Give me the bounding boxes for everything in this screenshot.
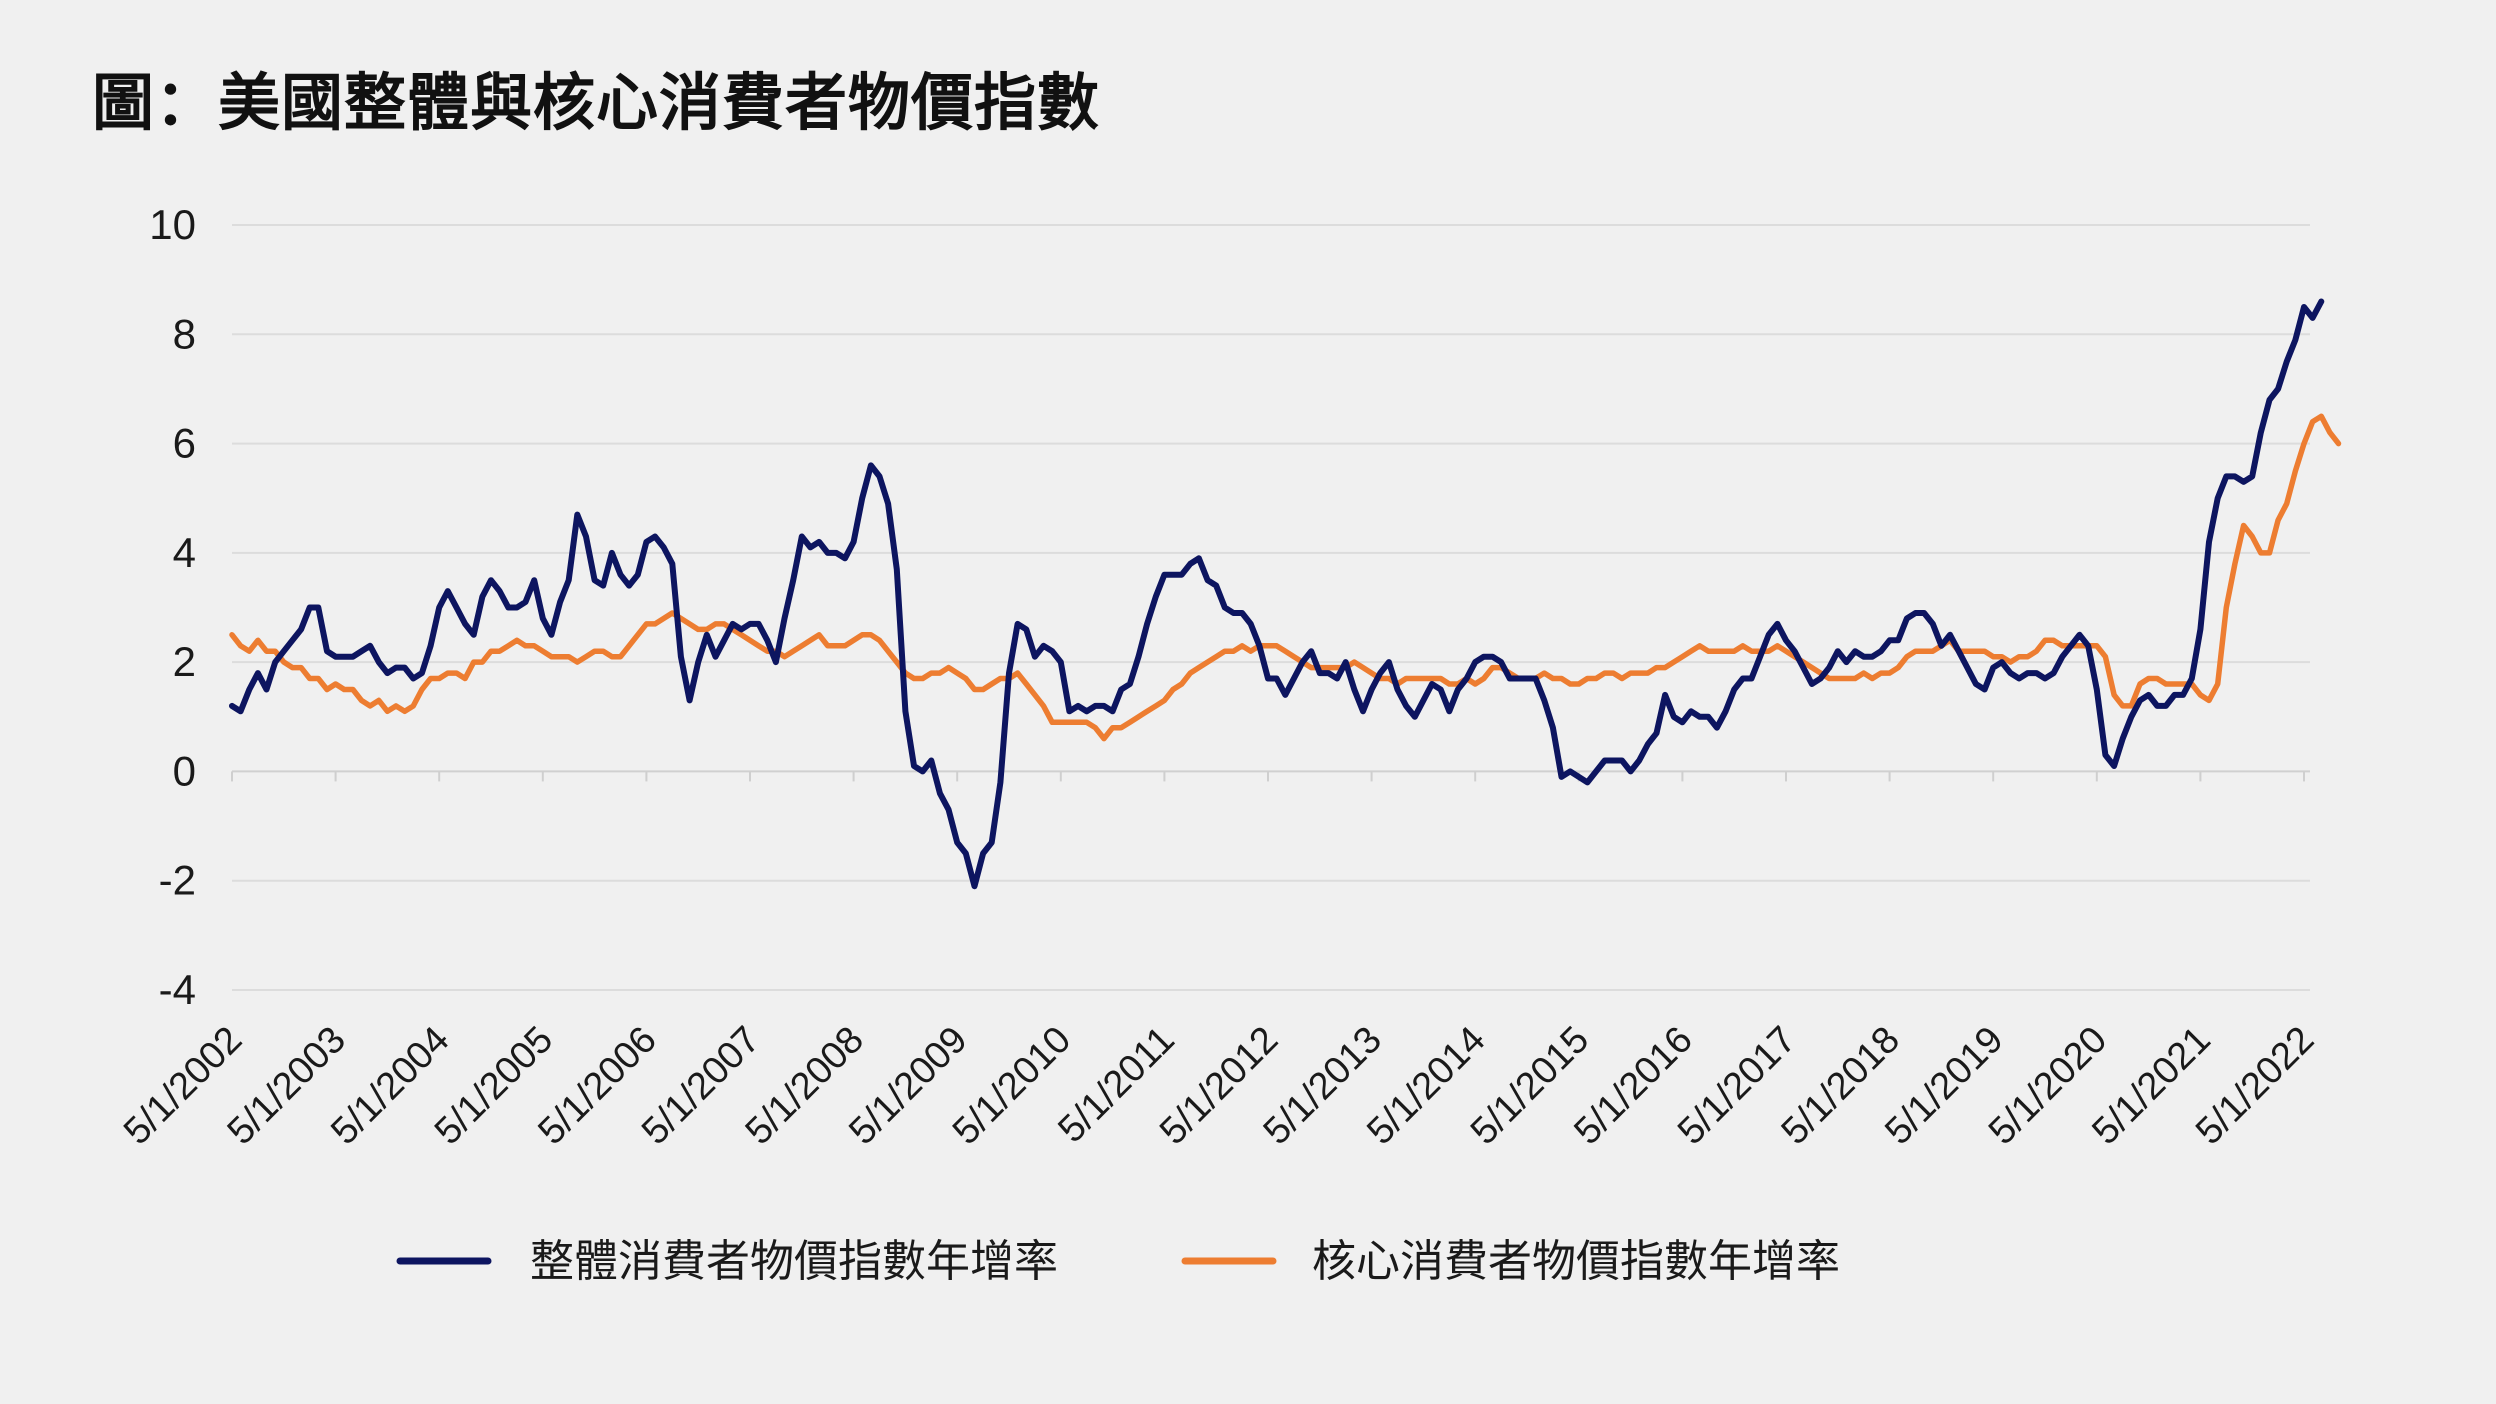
series-line-core-cpi xyxy=(229,413,2342,742)
y-tick-label: 2 xyxy=(173,638,196,685)
y-tick-label: 0 xyxy=(173,747,196,794)
legend: 整體消費者物價指數年增率 核心消費者物價指數年增率 xyxy=(396,1236,1840,1287)
y-tick-label: -2 xyxy=(159,857,196,904)
y-tick-label: -4 xyxy=(159,966,196,1013)
grid-layer xyxy=(232,224,2310,991)
y-tick-label: 6 xyxy=(173,420,196,467)
y-tick-label: 4 xyxy=(173,529,196,576)
series-line-headline-cpi xyxy=(229,298,2325,890)
chart-title: 圖：美國整體與核心消費者物價指數 xyxy=(92,66,1101,139)
legend-label: 核心消費者物價指數年增率 xyxy=(1312,1236,1840,1287)
y-tick-label: 10 xyxy=(149,201,196,248)
legend-label: 整體消費者物價指數年增率 xyxy=(530,1236,1058,1287)
y-tick-label: 8 xyxy=(173,310,196,357)
y-axis-ticks: -4 -2 0 2 4 6 8 10 xyxy=(149,201,196,1013)
x-axis: 5/1/20025/1/20035/1/20045/1/20055/1/2006… xyxy=(116,771,2322,1153)
series-layer xyxy=(229,298,2342,890)
